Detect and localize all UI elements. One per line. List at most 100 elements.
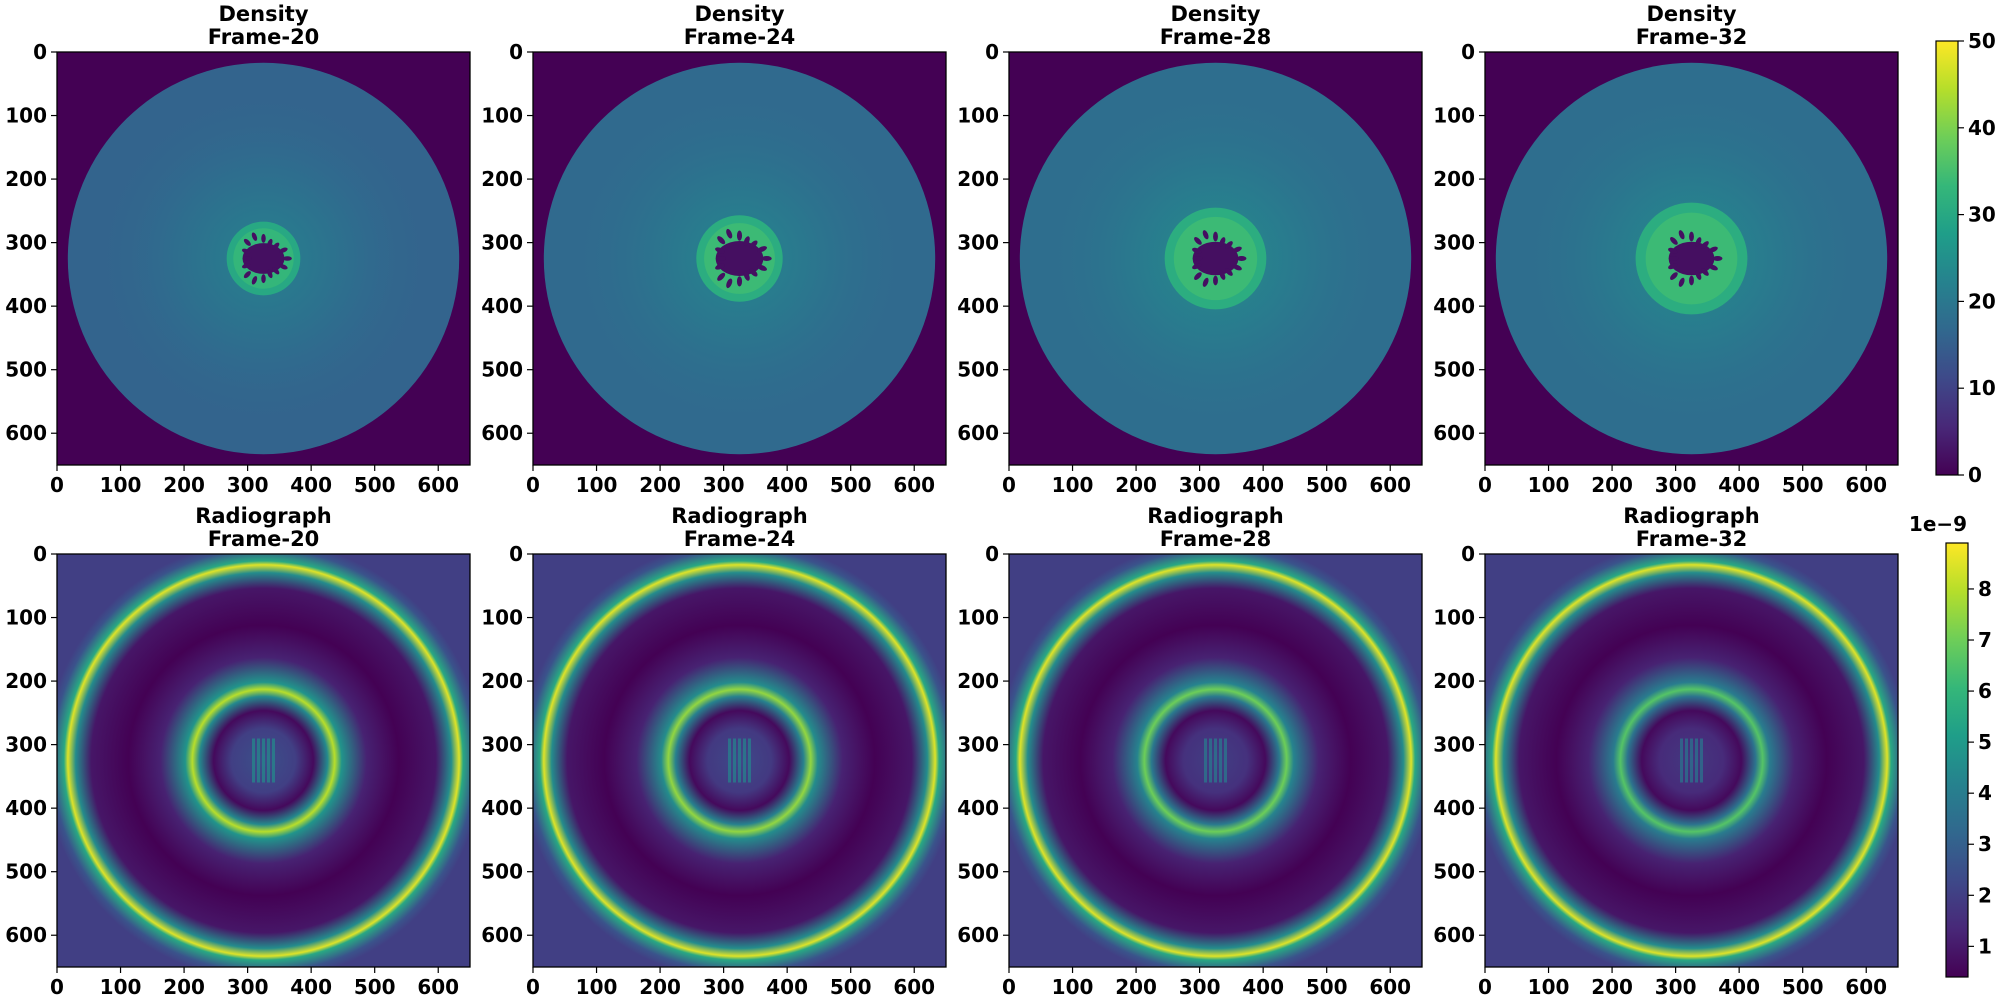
heatmap-finger [761,255,772,262]
x-tick-label: 500 [1782,473,1824,497]
heatmap-finger [1236,256,1247,261]
heatmap-stripe [1224,738,1227,783]
heatmap-finger [1678,230,1685,240]
x-tick-label: 0 [1002,473,1016,497]
axes-frame [1008,51,1423,466]
heatmap-finger [757,264,767,271]
heatmap-finger [1219,270,1226,280]
x-tick-label: 200 [639,473,681,497]
panel-radiograph-frame-24: 0 0 100 100 200 200 300 300 400 400 500 500 600 600 Ra… [481,504,947,999]
x-tick-label: 100 [1052,473,1094,497]
panel-title: Density [1170,2,1260,26]
x-tick-label: 600 [893,975,935,999]
colorbar-tick-label: 50 [1968,29,1996,53]
colorbar-tick-label: 7 [1978,628,1992,652]
heatmap-stripe [257,738,260,783]
heatmap-finger [272,242,280,250]
x-tick-label: 0 [526,473,540,497]
heatmap-stripe [272,738,275,783]
heatmap-finger [272,267,280,275]
x-tick-label: 400 [290,975,332,999]
x-tick-label: 400 [1242,473,1284,497]
y-tick-label: 200 [1433,167,1475,191]
panel-density-frame-32: 0 0 100 100 200 200 300 300 400 400 500 500 600 600 De… [1433,2,1899,497]
heatmap-finger [1695,270,1702,280]
heatmap-finger [243,238,251,246]
heatmap-finger [279,247,288,253]
colorbar-tick-label: 5 [1978,730,1992,754]
heatmap-stripe [1700,738,1703,783]
y-tick-label: 200 [481,669,523,693]
axes-frame [1484,553,1899,968]
y-tick-label: 0 [1461,40,1475,64]
heatmap-finger [261,274,266,284]
colorbar-tick-label: 40 [1968,116,1996,140]
y-tick-label: 600 [481,421,523,445]
panel-title: Frame-28 [1160,527,1272,551]
heatmap-finger [1192,247,1202,254]
heatmap-finger [736,230,743,241]
heatmap-finger [1225,241,1233,249]
y-tick-label: 0 [985,40,999,64]
heatmap-stripe [1695,738,1698,783]
heatmap-finger [736,276,743,287]
panel-title: Radiograph [1623,504,1760,528]
heatmap-stripe [1219,738,1222,783]
x-tick-label: 300 [227,975,269,999]
heatmap-image [1485,52,1898,465]
x-tick-label: 200 [1115,975,1157,999]
x-tick-label: 300 [703,975,745,999]
x-tick-label: 500 [1782,975,1824,999]
x-tick-label: 500 [1306,473,1348,497]
heatmap-cavity [1192,241,1239,276]
heatmap-finger [717,236,726,245]
heatmap-finger [1670,237,1678,245]
x-tick-label: 0 [50,473,64,497]
panel-title: Frame-20 [208,527,320,551]
colorbar-tick-label: 6 [1978,679,1992,703]
x-tick-label: 300 [1179,975,1221,999]
y-tick-label: 600 [5,421,47,445]
panel-radiograph-frame-20: 0 0 100 100 200 200 300 300 400 400 500 500 600 600 Ra… [5,504,471,999]
heatmap-finger [243,271,251,279]
y-tick-label: 100 [481,606,523,630]
x-tick-label: 600 [417,975,459,999]
panel-density-frame-28: 0 0 100 100 200 200 300 300 400 400 500 500 600 600 De… [957,2,1423,497]
y-tick-label: 100 [1433,606,1475,630]
x-tick-label: 200 [163,975,205,999]
heatmap-finger [1701,268,1709,276]
y-tick-label: 600 [5,923,47,947]
colorbar-tick-label: 4 [1978,781,1992,805]
heatmap-finger [261,233,266,243]
colorbar-tick-label: 10 [1968,376,1996,400]
x-tick-label: 500 [354,975,396,999]
heatmap-stripe [1685,738,1688,783]
x-tick-label: 100 [1528,975,1570,999]
x-tick-label: 200 [639,975,681,999]
x-tick-label: 0 [1478,975,1492,999]
x-tick-label: 400 [290,473,332,497]
x-tick-label: 300 [1655,473,1697,497]
x-tick-label: 500 [830,473,872,497]
x-tick-label: 100 [576,473,618,497]
heatmap-finger [267,238,273,248]
x-tick-label: 600 [893,473,935,497]
x-tick-label: 300 [1655,975,1697,999]
x-tick-label: 600 [1369,473,1411,497]
heatmap-image [1009,554,1422,967]
heatmap-stripe [733,738,736,783]
heatmap-stripe [743,738,746,783]
y-tick-label: 400 [5,294,47,318]
heatmap-finger [749,240,758,249]
heatmap-stripe [267,738,270,783]
heatmap-finger [282,256,292,261]
y-tick-label: 100 [481,104,523,128]
x-tick-label: 300 [1179,473,1221,497]
heatmap-finger [1194,237,1202,245]
y-tick-label: 600 [1433,421,1475,445]
heatmap-cavity [1668,241,1715,276]
y-tick-label: 500 [957,358,999,382]
y-tick-label: 400 [481,796,523,820]
y-tick-label: 600 [957,421,999,445]
x-tick-label: 0 [50,975,64,999]
